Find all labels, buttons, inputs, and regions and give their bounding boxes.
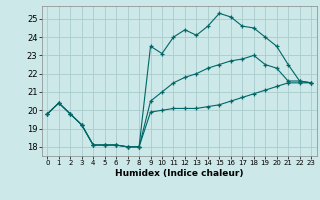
X-axis label: Humidex (Indice chaleur): Humidex (Indice chaleur) (115, 169, 244, 178)
